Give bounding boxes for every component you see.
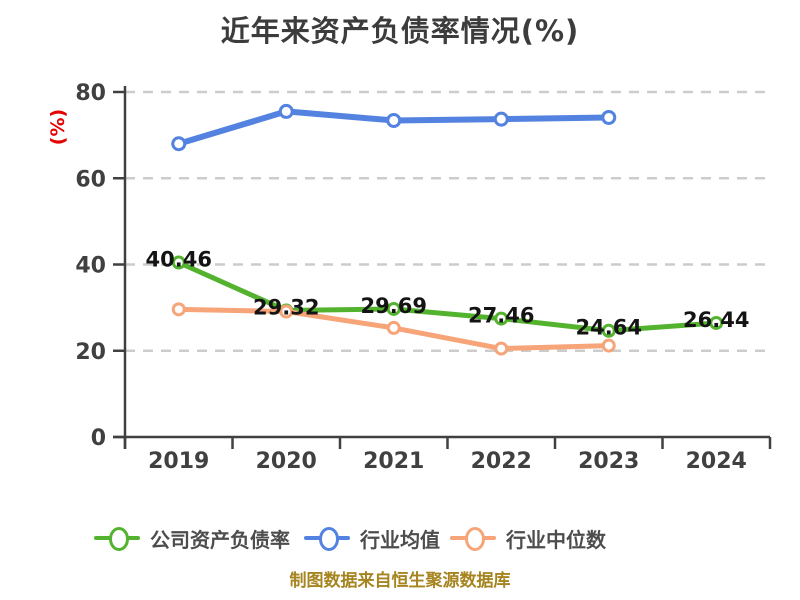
data-point	[493, 111, 509, 127]
legend-dot-icon	[319, 527, 339, 551]
legend-marker-industry-mean	[304, 527, 350, 551]
data-point	[601, 109, 617, 125]
data-point	[386, 301, 401, 316]
data-point-label: 27.46	[468, 304, 534, 328]
data-source-note: 制图数据来自恒生聚源数据库	[289, 571, 511, 591]
data-point	[601, 338, 616, 353]
y-tick-label: 80	[75, 81, 106, 106]
legend-marker-industry-median	[450, 527, 496, 551]
data-point	[171, 302, 186, 317]
data-point-label: 24.64	[576, 316, 642, 340]
data-point	[386, 320, 401, 335]
line-chart-plot-area: 0 20 40 60 80 2019 2020 2021 2022 2023 2024 40.46 29…	[75, 81, 772, 474]
legend-dot-icon	[109, 527, 129, 551]
legend-label-company: 公司资产负债率	[150, 527, 290, 552]
x-tick-label: 2023	[578, 449, 639, 474]
data-point-label: 29.32	[253, 296, 319, 320]
data-point	[278, 103, 294, 119]
x-tick-label: 2024	[686, 449, 747, 474]
series-line	[176, 260, 719, 334]
data-point	[386, 112, 402, 128]
legend-dot-icon	[465, 527, 485, 551]
y-tick-label: 0	[91, 426, 106, 451]
legend-marker-company	[94, 527, 140, 551]
y-tick-label: 60	[75, 167, 106, 192]
data-point	[494, 311, 509, 326]
chart-title: 近年来资产负债率情况(%)	[220, 14, 580, 48]
data-point	[494, 341, 509, 356]
data-point	[601, 323, 616, 338]
data-point	[171, 255, 186, 270]
y-tick-label: 40	[75, 254, 106, 279]
x-tick-label: 2020	[256, 449, 317, 474]
legend-item-industry-median: 行业中位数	[450, 520, 606, 556]
data-point	[171, 136, 187, 152]
y-tick-label: 20	[75, 340, 106, 365]
x-tick-label: 2019	[148, 449, 209, 474]
data-point	[279, 304, 294, 319]
x-tick-label: 2022	[471, 449, 532, 474]
data-point-label: 29.69	[361, 294, 427, 318]
data-point-label: 40.46	[146, 248, 212, 272]
chart-legend: 公司资产负债率 行业均值 行业中位数	[0, 520, 800, 556]
x-tick-label: 2021	[363, 449, 424, 474]
data-point	[709, 315, 724, 330]
data-point-label: 26.44	[683, 308, 749, 332]
legend-item-company: 公司资产负债率	[94, 520, 290, 556]
legend-label-industry-median: 行业中位数	[506, 527, 606, 552]
legend-item-industry-mean: 行业均值	[304, 520, 440, 556]
legend-label-industry-mean: 行业均值	[360, 527, 440, 552]
